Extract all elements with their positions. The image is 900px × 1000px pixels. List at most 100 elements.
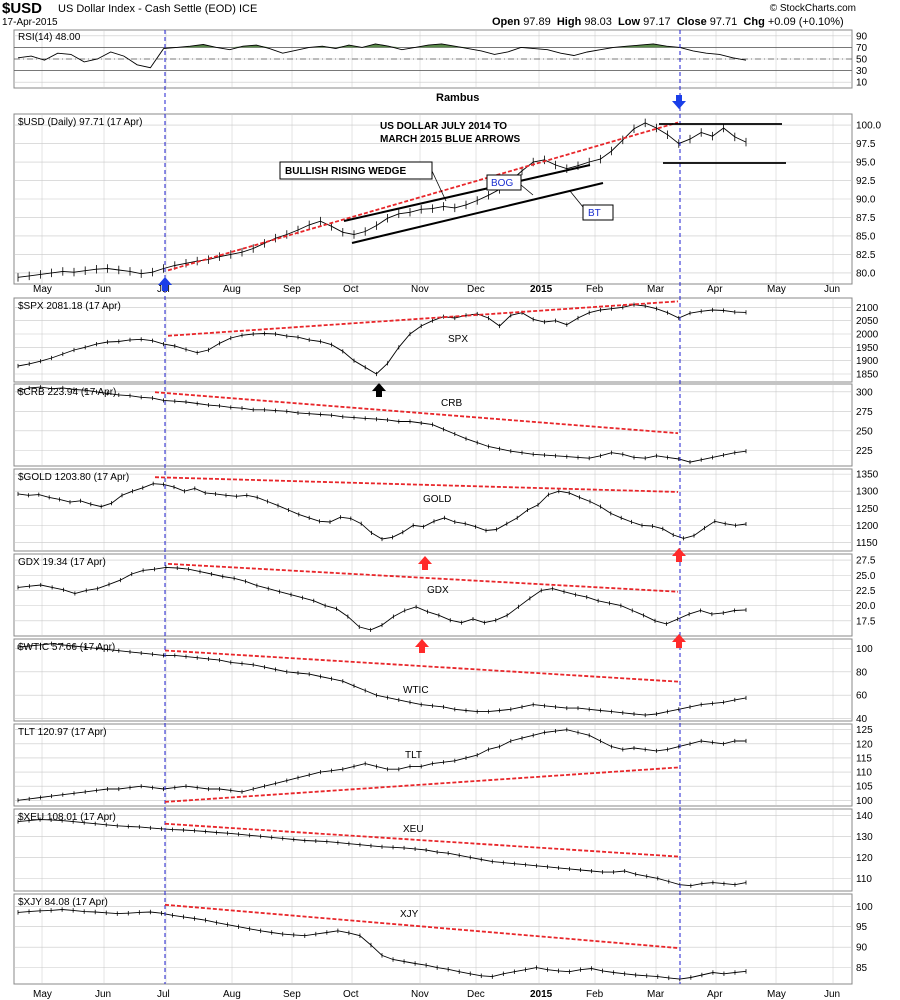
tlt-panel-label: TLT 120.97 (17 Apr) [18, 727, 107, 738]
xeu-y-tick-label: 110 [856, 874, 872, 885]
usd-y-tick-label: 95.0 [856, 158, 876, 169]
month-label-top: Apr [707, 284, 723, 295]
rsi-y-tick-label: 90 [856, 31, 868, 42]
rsi-y-tick-label: 50 [856, 55, 868, 66]
rsi-series-line [17, 43, 747, 69]
month-label-bottom: Mar [647, 989, 665, 1000]
month-label-bottom: Apr [707, 989, 723, 1000]
xeu-series-line [17, 819, 747, 887]
crb-y-tick-label: 300 [856, 387, 873, 398]
usd-y-tick-label: 100.0 [856, 121, 881, 132]
chart-header: $USD US Dollar Index - Cash Settle (EOD)… [0, 0, 900, 30]
month-label-top: May [767, 284, 786, 295]
tlt-panel: 125 120 115 110 105 100 TLT 120.97 (17 Apr) [13, 723, 873, 807]
wtic-y-tick-label: 60 [856, 691, 868, 702]
xjy-name-tag: XJY [400, 909, 419, 920]
xjy-panel: 100 95 90 85 $XJY 84.08 (17 Apr) [13, 893, 873, 985]
gdx-panel: 27.5 25.0 22.5 20.0 17.5 GDX 19.34 (17 Apr) [13, 553, 876, 637]
month-label-bottom: Feb [586, 989, 604, 1000]
month-label-top: Sep [283, 284, 301, 295]
ticker-description: US Dollar Index - Cash Settle (EOD) ICE [58, 3, 258, 15]
usd-y-tick-label: 80.0 [856, 268, 876, 279]
crb-y-tick-label: 250 [856, 426, 873, 437]
rsi-overbought-fill [18, 43, 746, 48]
usd-y-tick-label: 85.0 [856, 231, 876, 242]
spx-panel-label: $SPX 2081.18 (17 Apr) [18, 301, 121, 312]
open-label: Open [492, 16, 521, 28]
month-label-top: Feb [586, 284, 604, 295]
wedge-callout-box [279, 161, 433, 180]
spx-y-tick-label: 2000 [856, 330, 879, 341]
crb-y-tick-label: 225 [856, 446, 873, 457]
ohlc-readout: Open 97.89 High 98.03 Low 97.17 Close 97… [492, 16, 844, 28]
spx-y-tick-label: 2100 [856, 303, 879, 314]
month-label-top: Oct [343, 284, 359, 295]
wtic-panel: 100 80 60 40 $WTIC 57.66 (17 Apr) [13, 638, 873, 725]
usd-panel-label: $USD (Daily) 97.71 (17 Apr) [18, 117, 143, 128]
xeu-panel-label: $XEU 108.01 (17 Apr) [18, 812, 116, 823]
gold-y-tick-label: 1300 [856, 487, 879, 498]
gold-red-up-arrow-2 [672, 548, 686, 562]
wtic-y-tick-label: 100 [856, 644, 873, 655]
spx-y-tick-label: 1900 [856, 356, 879, 367]
brand-watermark: © StockCharts.com [769, 3, 856, 14]
spx-y-tick-label: 2050 [856, 316, 879, 327]
month-label-top: Dec [467, 284, 485, 295]
wtic-trendline [164, 649, 679, 683]
gold-panel: 1350 1300 1250 1200 1150 $GOLD 1203.80 (17 Ap… [13, 468, 879, 552]
chg-value: +0.09 (+0.10%) [767, 16, 844, 28]
gdx-red-up-arrow-2 [672, 634, 686, 648]
month-label-bottom: Jul [157, 989, 170, 1000]
tlt-y-tick-label: 115 [856, 753, 872, 764]
gdx-name-tag: GDX [427, 585, 449, 596]
spx-y-tick-label: 1950 [856, 343, 879, 354]
bog-callout-text: BOG [491, 178, 513, 189]
crb-series-line [17, 386, 747, 463]
wtic-y-tick-label: 80 [856, 667, 868, 678]
crb-frame [13, 383, 853, 467]
crb-y-tick-label: 275 [856, 407, 873, 418]
low-label: Low [618, 16, 641, 28]
usd-y-tick-label: 90.0 [856, 195, 876, 206]
crb-name-tag: CRB [441, 398, 462, 409]
xjy-series-line [17, 909, 747, 980]
bog-callout-pointer [520, 184, 534, 196]
spx-y-tick-label: 1850 [856, 370, 879, 381]
xeu-y-tick-label: 140 [856, 811, 873, 822]
usd-y-tick-label: 82.5 [856, 250, 876, 261]
tlt-series-line [17, 729, 746, 801]
gold-y-tick-label: 1200 [856, 521, 879, 532]
rsi-y-tick-label: 30 [856, 66, 868, 77]
xjy-y-tick-label: 95 [856, 922, 868, 933]
usd-y-tick-label: 92.5 [856, 176, 876, 187]
close-label: Close [676, 16, 707, 28]
wtic-panel-label: $WTIC 57.66 (17 Apr) [18, 642, 115, 653]
high-value: 98.03 [584, 16, 612, 28]
spx-frame [13, 297, 853, 383]
month-label-top: 2015 [530, 284, 553, 295]
wedge-upper-line [343, 164, 591, 222]
gold-trendline [154, 476, 679, 493]
gdx-panel-label: GDX 19.34 (17 Apr) [18, 557, 106, 568]
month-label-bottom: Oct [343, 989, 359, 1000]
gold-red-up-arrow-1 [418, 556, 432, 570]
month-label-top: Mar [647, 284, 665, 295]
spx-trendline [167, 300, 679, 337]
tlt-y-tick-label: 105 [856, 782, 873, 793]
gold-series-line [17, 483, 747, 540]
high-label: High [556, 16, 582, 28]
bog-callout-box [486, 174, 522, 191]
gdx-y-tick-label: 20.0 [856, 601, 876, 612]
xjy-frame [13, 893, 853, 985]
gdx-y-tick-label: 25.0 [856, 571, 876, 582]
month-label-bottom: Dec [467, 989, 485, 1000]
tlt-y-tick-label: 110 [856, 768, 872, 779]
month-label-top: May [33, 284, 52, 295]
bt-callout-pointer [569, 190, 584, 208]
close-value: 97.71 [709, 16, 738, 28]
month-label-bottom: Jun [95, 989, 111, 1000]
usd-trendline [167, 121, 679, 272]
xeu-frame [13, 808, 853, 892]
tlt-frame [13, 723, 853, 807]
